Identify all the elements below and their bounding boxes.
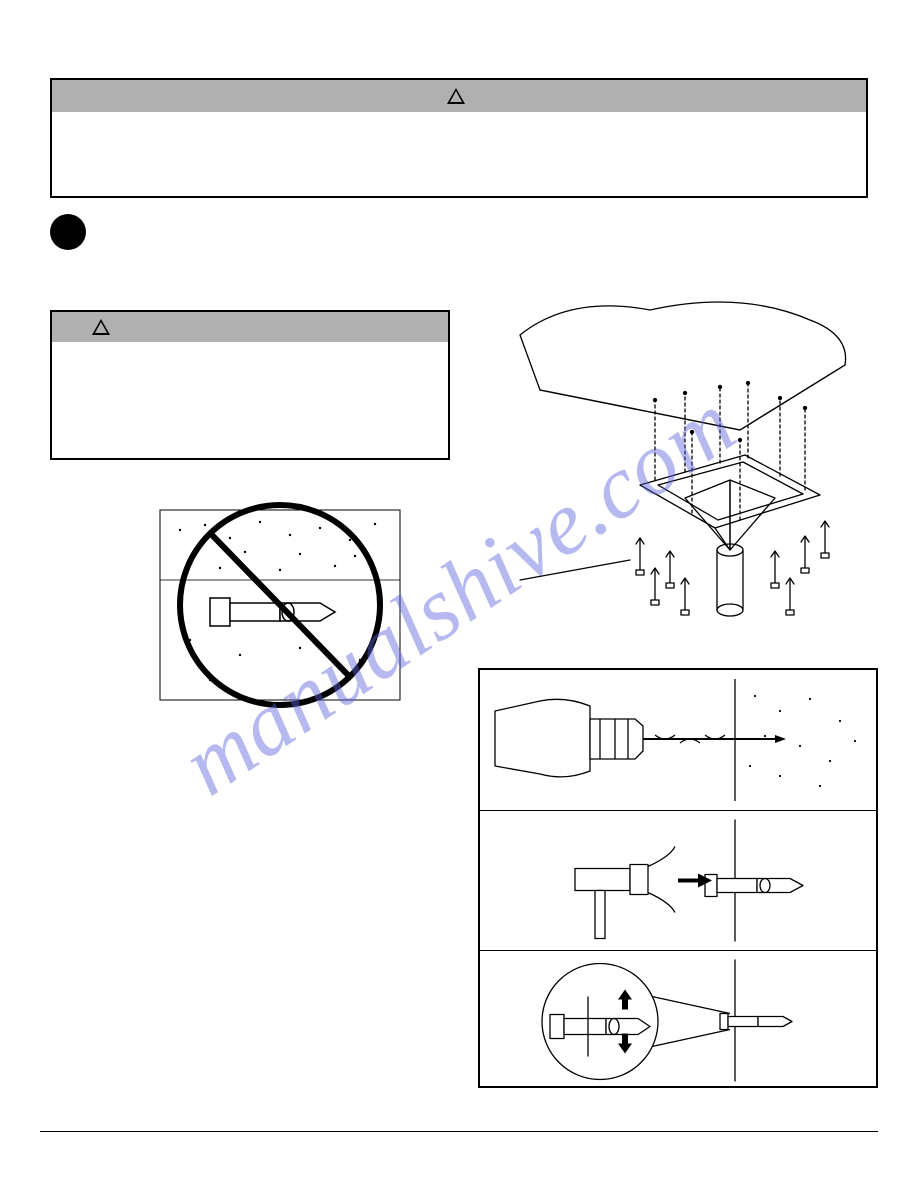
footer-rule bbox=[40, 1131, 878, 1132]
figure-anchor-steps bbox=[478, 668, 878, 1088]
anchor-step-hammer bbox=[480, 810, 876, 950]
warning-triangle-icon bbox=[92, 319, 110, 335]
figure-ceiling-mount bbox=[480, 280, 880, 650]
small-warning-box bbox=[50, 310, 450, 460]
manual-page: manualshive.com bbox=[0, 0, 918, 1188]
figure-prohibition-anchor bbox=[150, 490, 410, 720]
small-warning-header bbox=[52, 312, 448, 342]
top-warning-box bbox=[50, 78, 868, 198]
warning-triangle-icon bbox=[447, 88, 465, 104]
step-number-circle bbox=[50, 214, 86, 250]
anchor-step-drill bbox=[480, 670, 876, 810]
top-warning-header bbox=[52, 80, 866, 112]
anchor-step-tighten bbox=[480, 950, 876, 1090]
